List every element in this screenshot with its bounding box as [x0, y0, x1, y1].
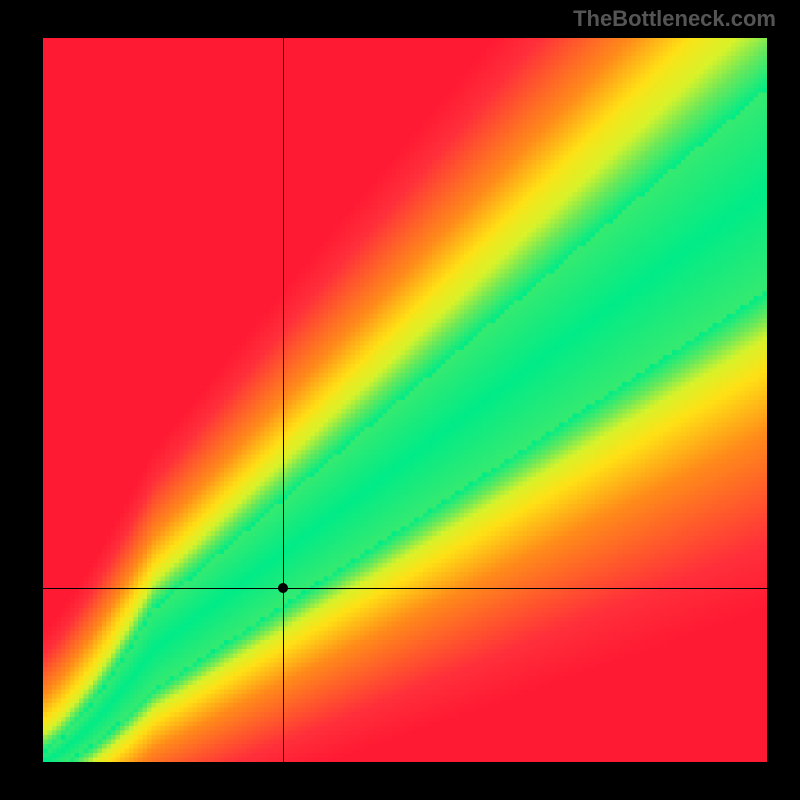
plot-area [43, 38, 767, 762]
crosshair-vertical [283, 38, 284, 762]
crosshair-horizontal [43, 588, 767, 589]
heatmap-canvas [43, 38, 767, 762]
watermark-text: TheBottleneck.com [573, 6, 776, 32]
marker-dot [278, 583, 288, 593]
chart-container: TheBottleneck.com [0, 0, 800, 800]
